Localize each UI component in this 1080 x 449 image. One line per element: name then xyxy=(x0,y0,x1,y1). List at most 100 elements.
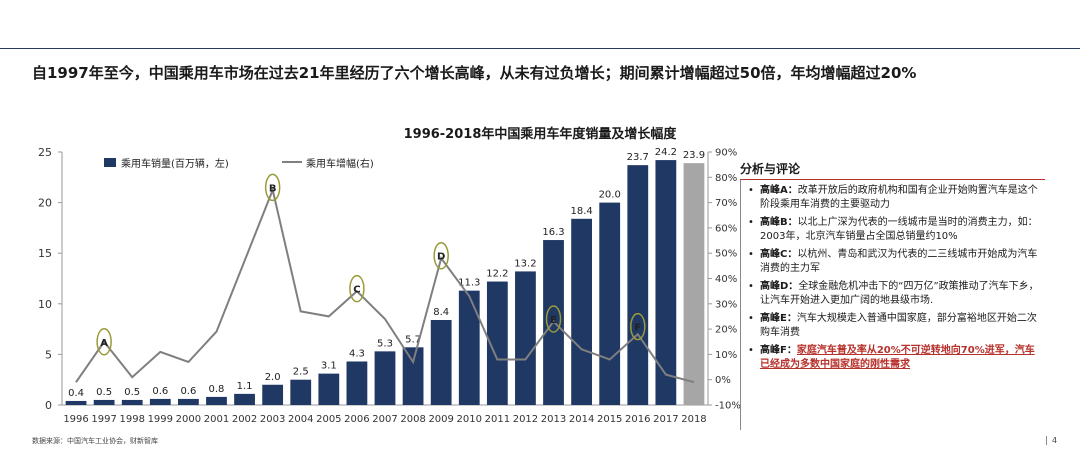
bar-value-label: 23.9 xyxy=(683,150,705,161)
peak-marker-d xyxy=(433,241,449,270)
bar-value-label: 1.1 xyxy=(237,381,253,392)
bar-value-label: 0.6 xyxy=(152,386,168,397)
peak-marker-label: D xyxy=(437,252,445,263)
bar-value-label: 20.0 xyxy=(599,190,621,201)
bar-1999 xyxy=(149,398,171,405)
item-text: 全球金融危机冲击下的“四万亿”政策推动了汽车下乡，让汽车开始进入更加广阔的地县级… xyxy=(760,281,1039,306)
left-tick-label: 10 xyxy=(38,298,52,311)
bar-value-label: 0.6 xyxy=(180,386,196,397)
item-label: 高峰C： xyxy=(760,249,798,260)
right-tick-label: 70% xyxy=(715,198,737,209)
right-tick-label: 0% xyxy=(715,375,731,386)
list-item-peak-a: 高峰A：改革开放后的政府机构和国有企业开始购置汽车是这个阶段乘用车消费的主要驱动… xyxy=(748,184,1043,212)
legend-bar-label: 乘用车销量(百万辆，左) xyxy=(121,157,229,170)
bar-2016 xyxy=(627,165,649,405)
right-tick-label: 60% xyxy=(715,223,737,234)
page-headline: 自1997年至今，中国乘用车市场在过去21年里经历了六个增长高峰，从未有过负增长… xyxy=(32,64,917,82)
x-tick-label: 2008 xyxy=(400,414,425,425)
bar-value-label: 24.2 xyxy=(655,147,677,158)
x-tick-label: 2016 xyxy=(625,414,650,425)
x-tick-label: 2010 xyxy=(457,414,482,425)
bar-value-label: 0.5 xyxy=(96,387,112,398)
peak-marker-f xyxy=(630,312,646,341)
bar-value-label: 16.3 xyxy=(542,227,564,238)
item-text: 汽车大规模走入普通中国家庭，部分富裕地区开始二次购车消费 xyxy=(760,313,1037,338)
peak-marker-c xyxy=(349,274,365,303)
bar-2003 xyxy=(262,384,284,405)
item-label: 高峰E： xyxy=(760,313,797,324)
list-item-peak-e: 高峰E：汽车大规模走入普通中国家庭，部分富裕地区开始二次购车消费 xyxy=(748,312,1043,340)
bar-1997 xyxy=(93,399,115,405)
panel-title: 分析与评论 xyxy=(740,162,801,176)
bar-value-label: 11.3 xyxy=(458,278,480,289)
bar-2000 xyxy=(177,398,199,405)
x-tick-label: 2012 xyxy=(513,414,538,425)
x-tick-label: 2009 xyxy=(428,414,453,425)
bar-2017 xyxy=(655,160,677,405)
x-tick-label: 2001 xyxy=(204,414,229,425)
bar-2014 xyxy=(571,218,593,405)
bar-value-label: 23.7 xyxy=(627,152,649,163)
bar-value-label: 3.1 xyxy=(321,361,337,372)
bar-2018 xyxy=(683,163,705,405)
x-tick-label: 1998 xyxy=(119,414,144,425)
bar-value-label: 0.5 xyxy=(124,387,140,398)
bar-value-label: 0.8 xyxy=(209,384,225,395)
bar-2006 xyxy=(346,361,368,405)
list-item-peak-f: 高峰F：家庭汽车普及率从20%不可逆转地向70%进军，汽车已经成为多数中国家庭的… xyxy=(748,344,1043,372)
bar-2010 xyxy=(458,290,480,405)
left-tick-label: 5 xyxy=(45,348,52,361)
panel-left-rule xyxy=(740,180,741,430)
peak-marker-label: F xyxy=(634,323,641,334)
bar-2012 xyxy=(515,271,536,405)
bar-value-label: 5.3 xyxy=(377,338,393,349)
item-label: 高峰A： xyxy=(760,185,798,196)
x-tick-label: 2000 xyxy=(176,414,201,425)
x-tick-label: 2017 xyxy=(653,414,678,425)
bar-value-label: 5.7 xyxy=(405,334,421,345)
item-label: 高峰B： xyxy=(760,217,798,228)
x-tick-label: 1996 xyxy=(63,414,88,425)
bar-2009 xyxy=(430,319,452,405)
left-tick-label: 25 xyxy=(38,146,52,159)
peak-marker-label: A xyxy=(100,338,108,349)
peak-marker-label: E xyxy=(550,315,557,326)
left-tick-label: 15 xyxy=(38,247,52,260)
bar-value-label: 2.0 xyxy=(265,372,281,383)
right-tick-label: 20% xyxy=(715,325,737,336)
bar-value-label: 4.3 xyxy=(349,348,365,359)
x-tick-label: 2006 xyxy=(344,414,369,425)
bar-value-label: 8.4 xyxy=(433,307,449,318)
analysis-list: 高峰A：改革开放后的政府机构和国有企业开始购置汽车是这个阶段乘用车消费的主要驱动… xyxy=(748,184,1043,376)
bar-2015 xyxy=(599,202,621,405)
right-tick-label: 50% xyxy=(715,249,737,260)
list-item-peak-d: 高峰D：全球金融危机冲击下的“四万亿”政策推动了汽车下乡，让汽车开始进入更加广阔… xyxy=(748,280,1043,308)
x-tick-label: 2003 xyxy=(260,414,285,425)
panel-title-rule xyxy=(740,179,1045,180)
bar-value-label: 2.5 xyxy=(293,367,309,378)
page-number: 4 xyxy=(1046,436,1057,445)
list-item-peak-c: 高峰C：以杭州、青岛和武汉为代表的二三线城市开始成为汽车消费的主力军 xyxy=(748,248,1043,276)
x-tick-label: 2018 xyxy=(681,414,706,425)
right-tick-label: 10% xyxy=(715,350,737,361)
item-text: 以北上广深为代表的一线城市是当时的消费主力，如：2003年，北京汽车销量占全国总… xyxy=(760,217,1038,242)
bar-1998 xyxy=(121,399,143,405)
item-text: 以杭州、青岛和武汉为代表的二三线城市开始成为汽车消费的主力军 xyxy=(760,249,1038,274)
right-tick-label: -10% xyxy=(715,401,740,412)
bar-2007 xyxy=(374,351,396,405)
x-tick-label: 2015 xyxy=(597,414,622,425)
item-text: 改革开放后的政府机构和国有企业开始购置汽车是这个阶段乘用车消费的主要驱动力 xyxy=(760,185,1038,210)
list-item-peak-b: 高峰B：以北上广深为代表的一线城市是当时的消费主力，如：2003年，北京汽车销量… xyxy=(748,216,1043,244)
right-tick-label: 30% xyxy=(715,299,737,310)
legend-bar-swatch xyxy=(104,158,116,167)
analysis-panel: 分析与评论 高峰A：改革开放后的政府机构和国有企业开始购置汽车是这个阶段乘用车消… xyxy=(740,155,1045,430)
x-tick-label: 2005 xyxy=(316,414,341,425)
legend-line-label: 乘用车增幅(右) xyxy=(306,157,374,170)
x-tick-label: 1997 xyxy=(91,414,116,425)
peak-marker-e xyxy=(545,305,562,333)
item-label: 高峰D： xyxy=(760,281,799,292)
chart-title: 1996-2018年中国乘用车年度销量及增长幅度 xyxy=(403,127,677,142)
bar-value-label: 13.2 xyxy=(514,258,536,269)
peak-marker-a xyxy=(96,328,112,356)
peak-marker-label: B xyxy=(269,183,277,194)
